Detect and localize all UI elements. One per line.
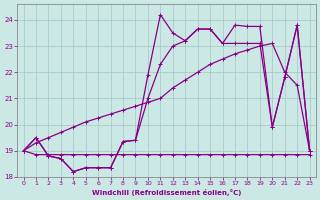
X-axis label: Windchill (Refroidissement éolien,°C): Windchill (Refroidissement éolien,°C) <box>92 189 241 196</box>
